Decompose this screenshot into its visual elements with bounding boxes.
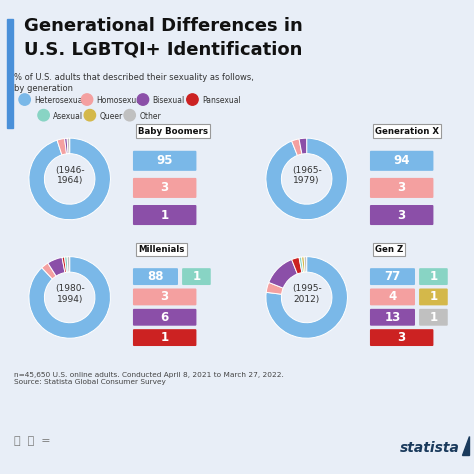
Text: U.S. LGBTQI+ Identification: U.S. LGBTQI+ Identification [24, 40, 302, 58]
Text: Baby Boomers: Baby Boomers [138, 127, 208, 136]
Wedge shape [292, 257, 302, 274]
FancyBboxPatch shape [370, 268, 415, 285]
FancyBboxPatch shape [419, 289, 448, 305]
Text: Generation X: Generation X [375, 127, 439, 136]
Wedge shape [304, 257, 307, 272]
FancyBboxPatch shape [133, 205, 196, 225]
Text: (1995-
2012): (1995- 2012) [292, 284, 321, 304]
Text: 1: 1 [429, 270, 438, 283]
Text: 88: 88 [147, 270, 164, 283]
Wedge shape [269, 260, 297, 288]
Text: 4: 4 [388, 291, 397, 303]
Text: Heterosexual: Heterosexual [34, 96, 85, 105]
Text: 1: 1 [429, 311, 438, 324]
Text: Bisexual: Bisexual [153, 96, 185, 105]
Wedge shape [42, 263, 56, 279]
Text: n=45,650 U.S. online adults. Conducted April 8, 2021 to March 27, 2022.
Source: : n=45,650 U.S. online adults. Conducted A… [14, 372, 284, 385]
Text: 1: 1 [192, 270, 201, 283]
Wedge shape [57, 138, 66, 155]
Wedge shape [299, 257, 303, 273]
Bar [7, 19, 13, 128]
Wedge shape [64, 257, 68, 273]
FancyBboxPatch shape [133, 178, 196, 198]
Circle shape [19, 94, 30, 105]
Text: 94: 94 [393, 155, 410, 167]
Text: Asexual: Asexual [53, 112, 83, 121]
FancyBboxPatch shape [133, 309, 196, 326]
Text: Queer: Queer [100, 112, 123, 121]
FancyBboxPatch shape [370, 289, 415, 305]
Wedge shape [29, 138, 110, 219]
Text: Ⓒ  ⓘ  =: Ⓒ ⓘ = [14, 436, 51, 446]
Wedge shape [292, 139, 302, 155]
Wedge shape [48, 257, 65, 276]
Circle shape [137, 94, 149, 105]
Text: 1: 1 [161, 209, 169, 221]
Text: 6: 6 [161, 311, 169, 324]
Wedge shape [301, 257, 305, 273]
Text: 3: 3 [398, 209, 406, 221]
Text: (1980-
1994): (1980- 1994) [55, 284, 84, 304]
FancyBboxPatch shape [133, 268, 178, 285]
FancyBboxPatch shape [370, 309, 415, 326]
Text: 1: 1 [429, 291, 438, 303]
Text: (1946-
1964): (1946- 1964) [55, 166, 84, 185]
Text: % of U.S. adults that described their sexuality as follows,
by generation: % of U.S. adults that described their se… [14, 73, 254, 93]
FancyBboxPatch shape [133, 289, 196, 305]
Text: statista: statista [400, 441, 460, 455]
Text: Gen Z: Gen Z [375, 245, 403, 254]
Polygon shape [462, 436, 469, 455]
Text: Generational Differences in: Generational Differences in [24, 17, 302, 35]
FancyBboxPatch shape [133, 151, 196, 171]
Wedge shape [299, 138, 307, 154]
Text: Pansexual: Pansexual [202, 96, 241, 105]
FancyBboxPatch shape [419, 309, 448, 326]
Text: Millenials: Millenials [138, 245, 184, 254]
FancyBboxPatch shape [370, 329, 433, 346]
Text: 95: 95 [156, 155, 173, 167]
Wedge shape [62, 257, 66, 273]
Circle shape [187, 94, 198, 105]
Text: 77: 77 [384, 270, 401, 283]
Wedge shape [29, 257, 110, 338]
Circle shape [38, 109, 49, 121]
FancyBboxPatch shape [370, 205, 433, 225]
Text: Other: Other [139, 112, 161, 121]
Wedge shape [64, 138, 68, 154]
Text: 3: 3 [398, 182, 406, 194]
Wedge shape [266, 138, 347, 219]
Text: (1965-
1979): (1965- 1979) [292, 166, 321, 185]
Wedge shape [266, 257, 347, 338]
Text: 3: 3 [161, 291, 169, 303]
FancyBboxPatch shape [370, 178, 433, 198]
Circle shape [84, 109, 96, 121]
FancyBboxPatch shape [133, 329, 196, 346]
FancyBboxPatch shape [370, 151, 433, 171]
Circle shape [82, 94, 93, 105]
FancyBboxPatch shape [419, 268, 448, 285]
Text: 13: 13 [384, 311, 401, 324]
FancyBboxPatch shape [182, 268, 211, 285]
Wedge shape [266, 283, 283, 294]
Text: Homosexual: Homosexual [97, 96, 144, 105]
Wedge shape [67, 138, 70, 154]
Circle shape [124, 109, 136, 121]
Text: 1: 1 [161, 331, 169, 344]
Text: 3: 3 [398, 331, 406, 344]
Wedge shape [67, 257, 70, 272]
Text: 3: 3 [161, 182, 169, 194]
